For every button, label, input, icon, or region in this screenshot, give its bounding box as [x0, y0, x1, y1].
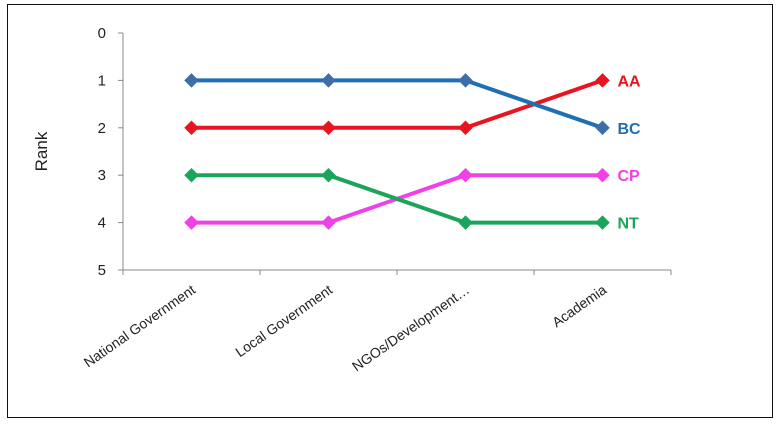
- data-point-aa: [595, 73, 610, 88]
- chart-frame: [7, 4, 773, 418]
- series-line-nt: [191, 173, 603, 225]
- series-line-aa: [191, 78, 604, 130]
- data-point-cp: [184, 215, 199, 230]
- y-tick-label: 5: [98, 262, 106, 279]
- data-point-cp: [321, 215, 336, 230]
- y-axis-title: Rank: [32, 131, 51, 171]
- series-label-cp: CP: [618, 168, 641, 185]
- data-point-aa: [184, 120, 199, 136]
- x-category-label: NGOs/Development…: [349, 281, 472, 374]
- y-tick-label: 0: [98, 25, 106, 42]
- series-line-bc: [191, 78, 604, 130]
- x-category-label: Local Government: [232, 281, 335, 360]
- x-category-label: Academia: [549, 281, 609, 330]
- y-tick-label: 2: [98, 120, 106, 137]
- data-point-nt: [321, 167, 336, 183]
- data-point-cp: [458, 167, 473, 183]
- data-point-aa: [321, 120, 336, 136]
- data-point-bc: [184, 73, 199, 88]
- series-label-aa: AA: [618, 73, 642, 90]
- data-point-bc: [595, 120, 610, 136]
- axes: [122, 33, 671, 271]
- x-category-label: National Government: [81, 281, 199, 370]
- series-label-bc: BC: [618, 121, 642, 138]
- data-point-nt: [184, 167, 199, 183]
- data-point-bc: [321, 73, 336, 88]
- data-point-cp: [595, 167, 610, 183]
- data-point-nt: [595, 215, 610, 230]
- data-point-bc: [458, 73, 473, 88]
- y-tick-label: 1: [98, 72, 106, 89]
- data-point-aa: [458, 120, 473, 136]
- data-point-nt: [458, 215, 473, 230]
- y-tick-label: 3: [98, 167, 106, 184]
- series-label-nt: NT: [618, 216, 640, 233]
- y-tick-label: 4: [98, 215, 106, 232]
